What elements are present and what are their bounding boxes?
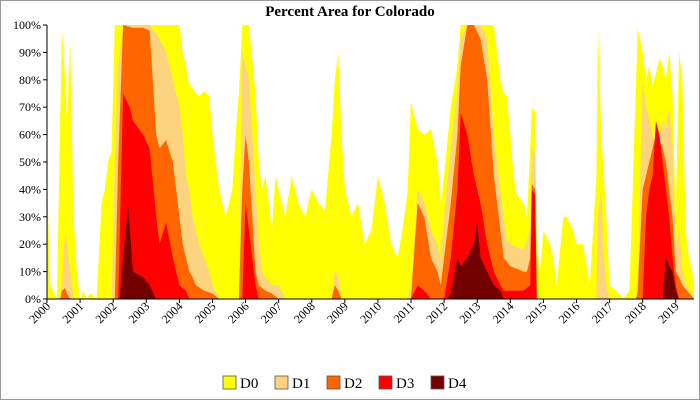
y-tick-label: 40%	[19, 182, 41, 196]
y-tick-label: 30%	[19, 210, 41, 224]
x-tick-label: 2010	[357, 299, 384, 326]
x-tick-label: 2002	[92, 299, 119, 326]
x-tick-label: 2008	[291, 299, 318, 326]
x-tick-label: 2007	[258, 299, 285, 326]
x-tick-label: 2001	[59, 299, 86, 326]
x-tick-label: 2019	[655, 299, 682, 326]
legend-item-d0: D0	[222, 375, 258, 392]
y-tick-label: 20%	[19, 237, 41, 251]
x-tick-label: 2013	[456, 299, 483, 326]
legend-swatch	[222, 375, 237, 390]
x-tick-label: 2003	[126, 299, 153, 326]
area-d3	[47, 93, 694, 299]
y-tick-label: 80%	[19, 73, 41, 87]
legend-item-d2: D2	[326, 375, 362, 392]
legend-item-d1: D1	[274, 375, 310, 392]
x-tick-label: 2014	[490, 299, 517, 326]
y-tick-label: 0%	[25, 292, 41, 306]
x-tick-label: 2012	[423, 299, 450, 326]
y-tick-label: 10%	[19, 265, 41, 279]
y-tick-label: 60%	[19, 128, 41, 142]
x-tick-label: 2011	[391, 299, 418, 326]
x-tick-labels: 2000 2001 2002 2003 2004 2005 2006 2007 2008 2009…	[26, 299, 682, 326]
y-tick-label: 50%	[19, 155, 41, 169]
y-tick-label: 90%	[19, 45, 41, 59]
x-tick-label: 2016	[556, 299, 583, 326]
legend: D0 D1 D2 D3 D4	[222, 375, 467, 392]
x-tick-label: 2004	[159, 299, 186, 326]
legend-label: D4	[448, 376, 467, 392]
x-tick-label: 2009	[324, 299, 351, 326]
legend-label: D1	[292, 376, 310, 392]
legend-swatch	[274, 375, 289, 390]
area-series-group	[47, 25, 694, 299]
legend-label: D3	[396, 376, 414, 392]
x-tick-label: 2005	[192, 299, 219, 326]
legend-swatch	[326, 375, 341, 390]
y-tick-labels: 0% 10% 20% 30% 40% 50% 60% 70% 80% 90% 100%	[13, 18, 41, 306]
legend-label: D2	[344, 376, 362, 392]
y-tick-label: 100%	[13, 18, 41, 32]
legend-swatch	[430, 375, 445, 390]
y-tick-label: 70%	[19, 100, 41, 114]
legend-swatch	[378, 375, 393, 390]
legend-label: D0	[240, 376, 258, 392]
x-tick-label: 2018	[622, 299, 649, 326]
chart-title: Percent Area for Colorado	[265, 4, 435, 20]
legend-item-d4: D4	[430, 375, 467, 392]
x-tick-label: 2017	[589, 299, 616, 326]
legend-item-d3: D3	[378, 375, 414, 392]
x-tick-label: 2006	[225, 299, 252, 326]
x-tick-label: 2015	[523, 299, 550, 326]
axes-group	[43, 24, 694, 303]
